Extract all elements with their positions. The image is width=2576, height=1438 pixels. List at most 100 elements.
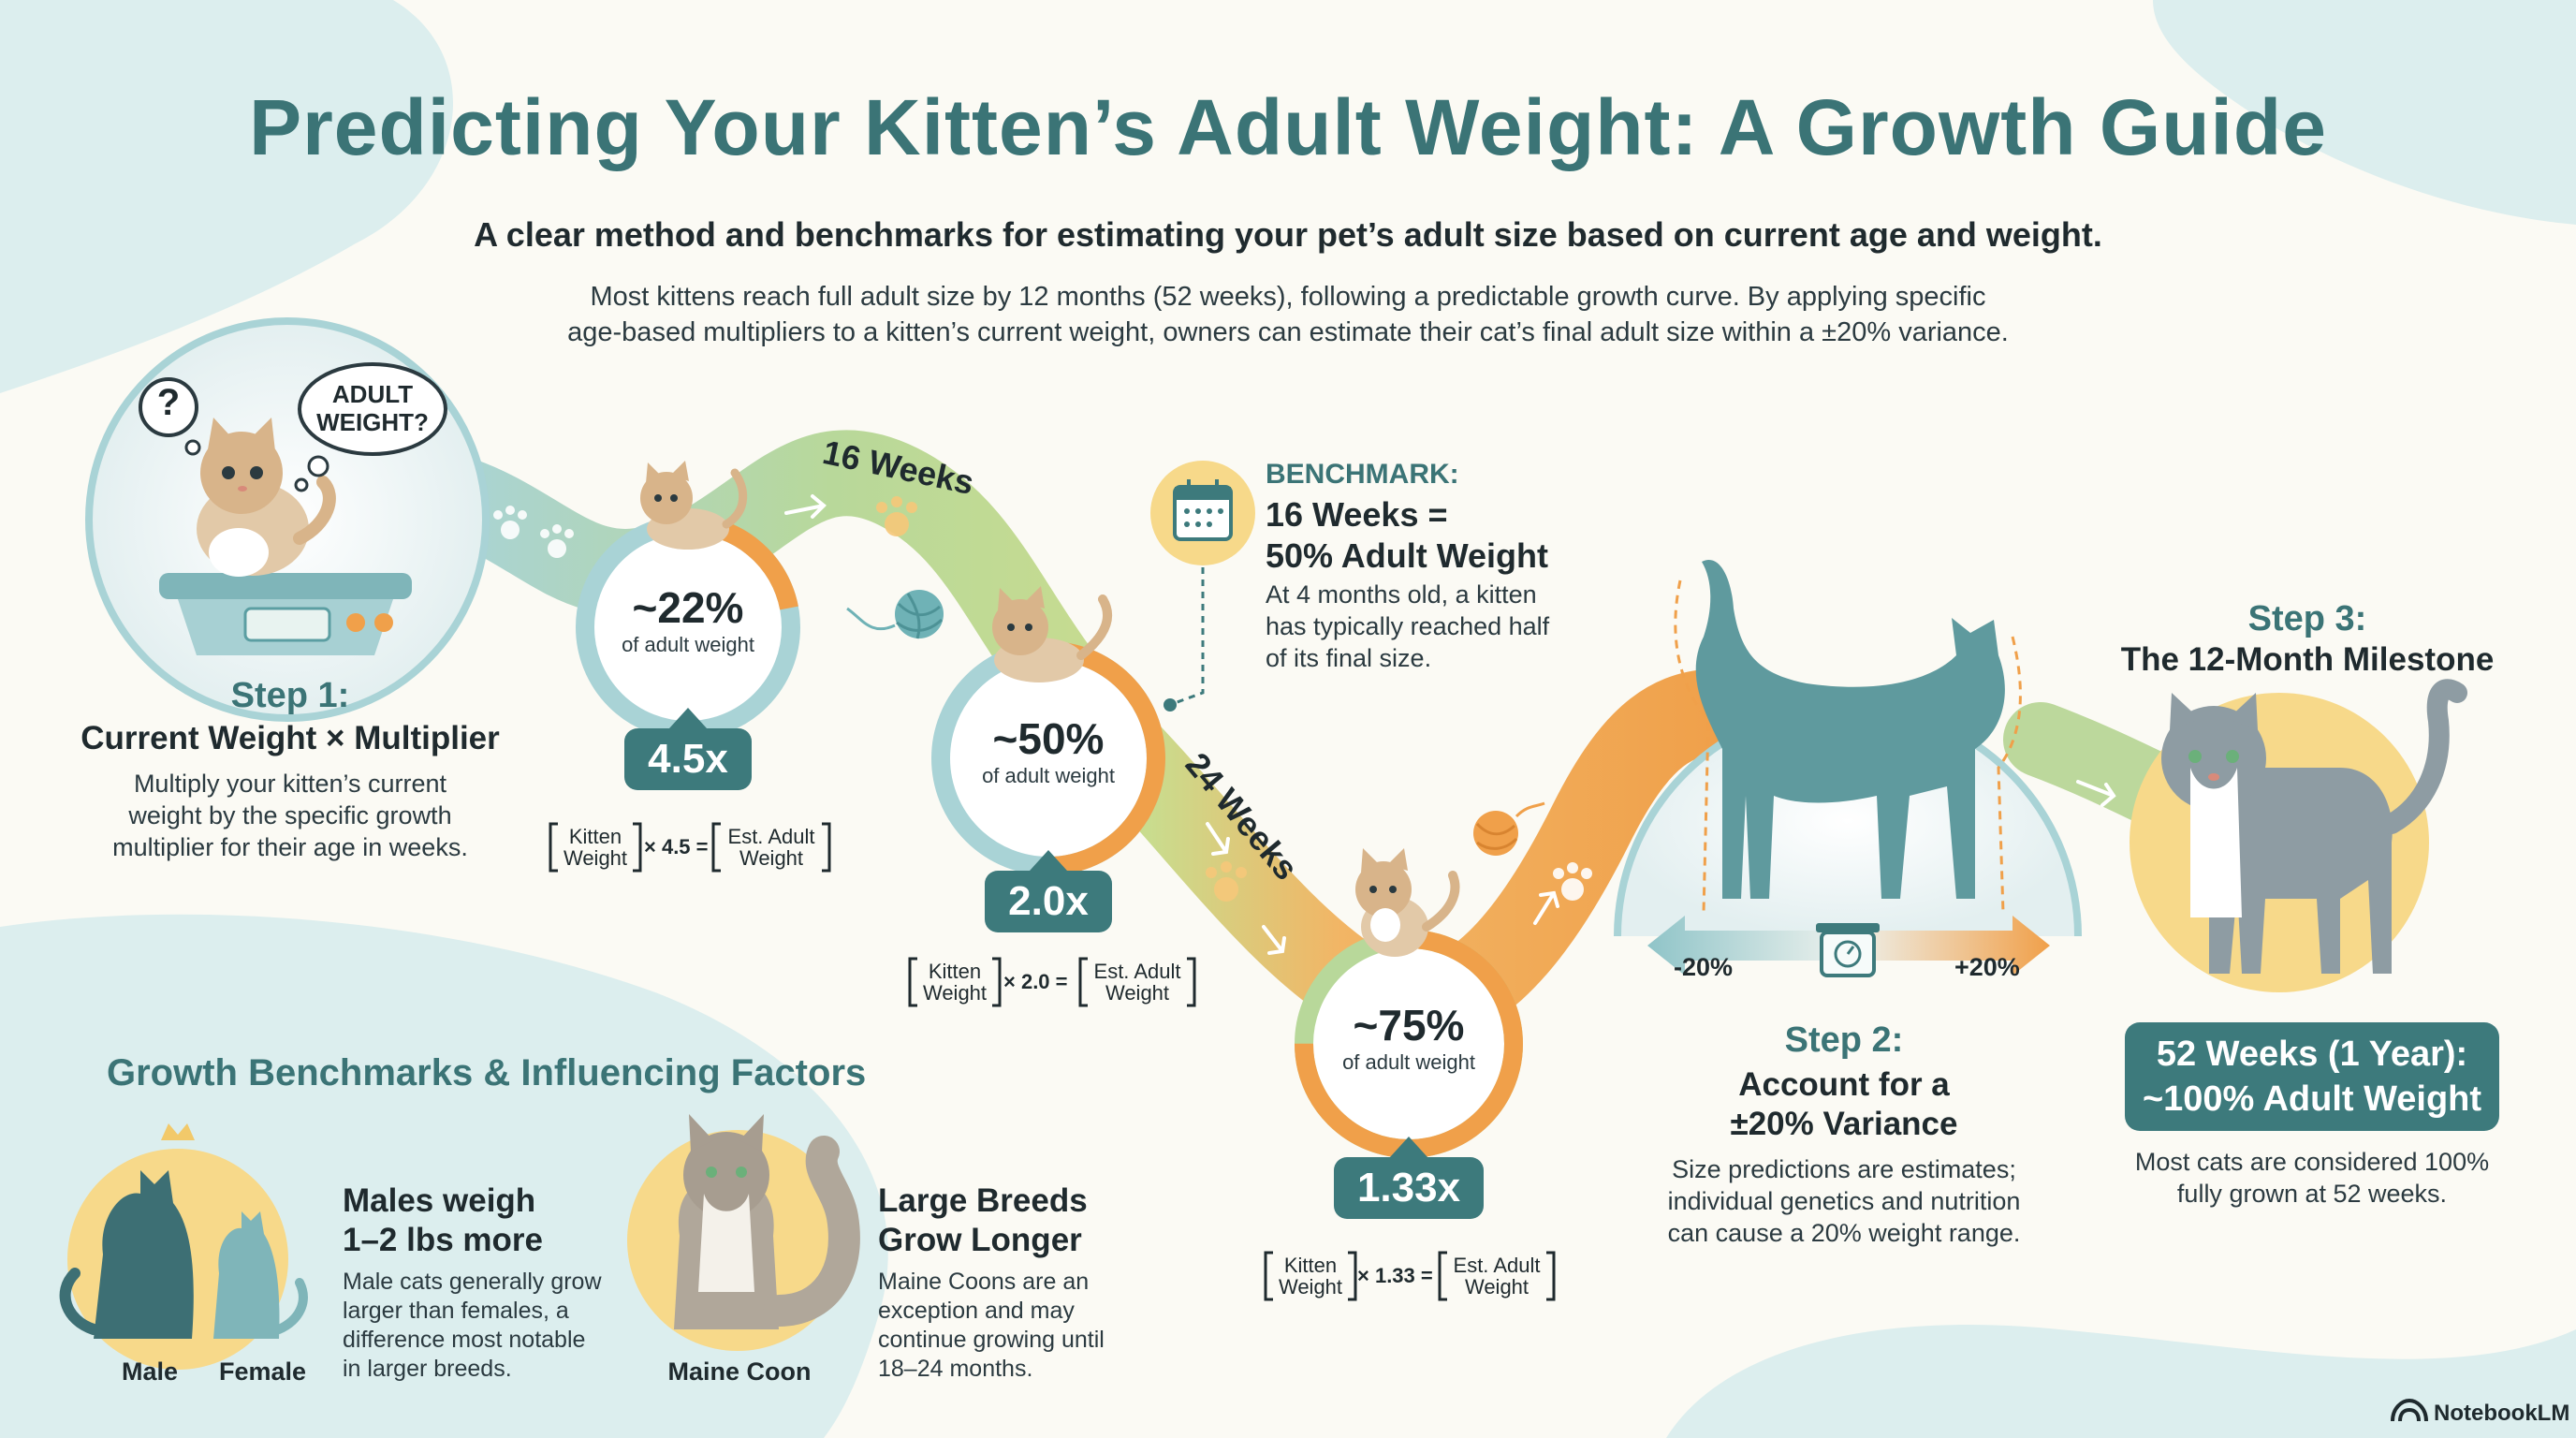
multiplier-badge: 4.5x bbox=[624, 728, 752, 790]
formula-word: Weight bbox=[739, 846, 804, 870]
stage2-percent-sub: of adult weight bbox=[982, 764, 1115, 787]
step2-heading: Step 2: bbox=[1784, 1020, 1904, 1060]
breed-factor-title: Large Breeds Grow Longer bbox=[878, 1181, 1159, 1260]
thought-bubble-text: ADULT WEIGHT? bbox=[300, 380, 446, 436]
step3-heading: Step 3: bbox=[2247, 599, 2367, 638]
stage1-percent: ~22% bbox=[632, 583, 744, 632]
step2-scene bbox=[1614, 560, 2082, 977]
formula-word: Weight bbox=[1278, 1275, 1343, 1299]
body-line: 18–24 months. bbox=[878, 1356, 1033, 1382]
step1-scene bbox=[85, 317, 490, 722]
variance-plus: +20% bbox=[1954, 953, 2020, 981]
breed-label: Maine Coon bbox=[667, 1357, 812, 1386]
body-line: has typically reached half bbox=[1266, 612, 1550, 640]
formula-estimate: Est. Adult Weight bbox=[721, 826, 822, 869]
yarn-ball-icon bbox=[846, 590, 1545, 856]
formula-word: Kitten bbox=[1283, 1254, 1338, 1277]
step3-scene bbox=[2130, 679, 2467, 992]
thought-line: ADULT bbox=[331, 380, 414, 408]
factor-title-line: Large Breeds bbox=[878, 1182, 1088, 1219]
factors-heading: Growth Benchmarks & Influencing Factors bbox=[107, 1052, 867, 1093]
sex-factor-body: Male cats generally grow larger than fem… bbox=[343, 1268, 623, 1384]
milestone-line: ~100% Adult Weight bbox=[2142, 1079, 2482, 1119]
pointer-4.5 bbox=[669, 708, 707, 728]
page-subtitle: A clear method and benchmarks for estima… bbox=[474, 215, 2102, 254]
intro-text: Most kittens reach full adult size by 12… bbox=[558, 279, 2018, 350]
stage3-percent-sub: of adult weight bbox=[1342, 1050, 1475, 1074]
male-female-icon bbox=[59, 1123, 308, 1370]
body-line: Most cats are considered 100% bbox=[2134, 1148, 2490, 1176]
body-line: continue growing until bbox=[878, 1327, 1105, 1353]
formula-word: Est. Adult bbox=[1453, 1254, 1541, 1277]
formula-word: Weight bbox=[1464, 1275, 1530, 1299]
formula-word: Weight bbox=[563, 846, 628, 870]
step2-title-line: Account for a bbox=[1738, 1066, 1950, 1103]
step1-body: Multiply your kitten’s current weight by… bbox=[56, 768, 524, 863]
formula-word: Kitten bbox=[568, 825, 622, 848]
body-line: Maine Coons are an bbox=[878, 1269, 1090, 1295]
body-line: larger than females, a bbox=[343, 1298, 569, 1324]
intro-line: age-based multipliers to a kitten’s curr… bbox=[567, 317, 2009, 347]
factor-title-line: Grow Longer bbox=[878, 1222, 1082, 1258]
benchmark-title-line: 16 Weeks = bbox=[1266, 495, 1448, 534]
formula-operator: × 1.33 = bbox=[1357, 1264, 1433, 1287]
thought-line: WEIGHT? bbox=[316, 408, 429, 436]
body-line: Size predictions are estimates; bbox=[1672, 1155, 2016, 1183]
benchmark-label: BENCHMARK: bbox=[1266, 459, 1459, 490]
multiplier-badge: 2.0x bbox=[985, 871, 1112, 932]
body-line: of its final size. bbox=[1266, 644, 1432, 672]
arrow-icon bbox=[784, 494, 2116, 955]
body-line: At 4 months old, a kitten bbox=[1266, 580, 1537, 609]
pointer-1.33 bbox=[1390, 1137, 1427, 1157]
calendar-icon bbox=[1150, 461, 1255, 565]
step3-body: Most cats are considered 100% fully grow… bbox=[2087, 1146, 2537, 1210]
formula-word: Weight bbox=[1105, 981, 1170, 1005]
formula-operator: × 2.0 = bbox=[1003, 970, 1068, 993]
stage2-label: ~50% of adult weight bbox=[955, 713, 1142, 788]
multiplier-badge: 1.33x bbox=[1334, 1157, 1484, 1219]
formula-word: Weight bbox=[922, 981, 988, 1005]
stage2-percent: ~50% bbox=[992, 714, 1105, 763]
body-line: fully grown at 52 weeks. bbox=[2176, 1180, 2448, 1208]
stage3-label: ~75% of adult weight bbox=[1315, 1000, 1502, 1075]
step1-title: Current Weight × Multiplier bbox=[80, 720, 500, 756]
body-line: in larger breeds. bbox=[343, 1356, 512, 1382]
formula-brackets bbox=[549, 822, 1556, 1301]
paw-icon bbox=[493, 496, 1592, 902]
body-line: individual genetics and nutrition bbox=[1667, 1187, 2021, 1215]
body-line: difference most notable bbox=[343, 1327, 586, 1353]
body-line: Male cats generally grow bbox=[343, 1269, 602, 1295]
question-mark: ? bbox=[156, 382, 181, 423]
benchmark-title: 16 Weeks = 50% Adult Weight bbox=[1266, 494, 1659, 577]
male-label: Male bbox=[122, 1357, 179, 1386]
page-title: Predicting Your Kitten’s Adult Weight: A… bbox=[249, 83, 2327, 171]
brand-label: NotebookLM bbox=[2434, 1401, 2570, 1426]
formula-word: Est. Adult bbox=[727, 825, 815, 848]
step2-body: Size predictions are estimates; individu… bbox=[1619, 1153, 2069, 1249]
formula-estimate: Est. Adult Weight bbox=[1088, 961, 1187, 1004]
pointer-2.0 bbox=[1030, 850, 1067, 871]
breed-factor-body: Maine Coons are an exception and may con… bbox=[878, 1268, 1159, 1384]
step1-heading: Step 1: bbox=[230, 676, 350, 715]
female-label: Female bbox=[219, 1357, 307, 1386]
formula-kitten: Kitten Weight bbox=[1273, 1255, 1348, 1298]
maine-coon-icon bbox=[627, 1114, 860, 1351]
benchmark-body: At 4 months old, a kitten has typically … bbox=[1266, 579, 1621, 674]
notebooklm-logo-icon bbox=[2391, 1398, 2428, 1422]
stage3-percent: ~75% bbox=[1353, 1001, 1465, 1049]
milestone-badge: 52 Weeks (1 Year): ~100% Adult Weight bbox=[2125, 1022, 2499, 1131]
intro-line: Most kittens reach full adult size by 12… bbox=[590, 282, 1986, 312]
body-line: multiplier for their age in weeks. bbox=[112, 833, 468, 861]
stage1-percent-sub: of adult weight bbox=[622, 633, 754, 656]
formula-operator: × 4.5 = bbox=[644, 835, 709, 858]
milestone-line: 52 Weeks (1 Year): bbox=[2156, 1034, 2468, 1074]
step3-title: The 12-Month Milestone bbox=[2120, 641, 2495, 678]
sex-factor-title: Males weigh 1–2 lbs more bbox=[343, 1181, 623, 1260]
benchmark-title-line: 50% Adult Weight bbox=[1266, 536, 1549, 575]
stage1-label: ~22% of adult weight bbox=[594, 582, 782, 657]
factor-title-line: Males weigh bbox=[343, 1182, 536, 1219]
formula-estimate: Est. Adult Weight bbox=[1447, 1255, 1546, 1298]
body-line: weight by the specific growth bbox=[128, 801, 452, 829]
factor-title-line: 1–2 lbs more bbox=[343, 1222, 543, 1258]
